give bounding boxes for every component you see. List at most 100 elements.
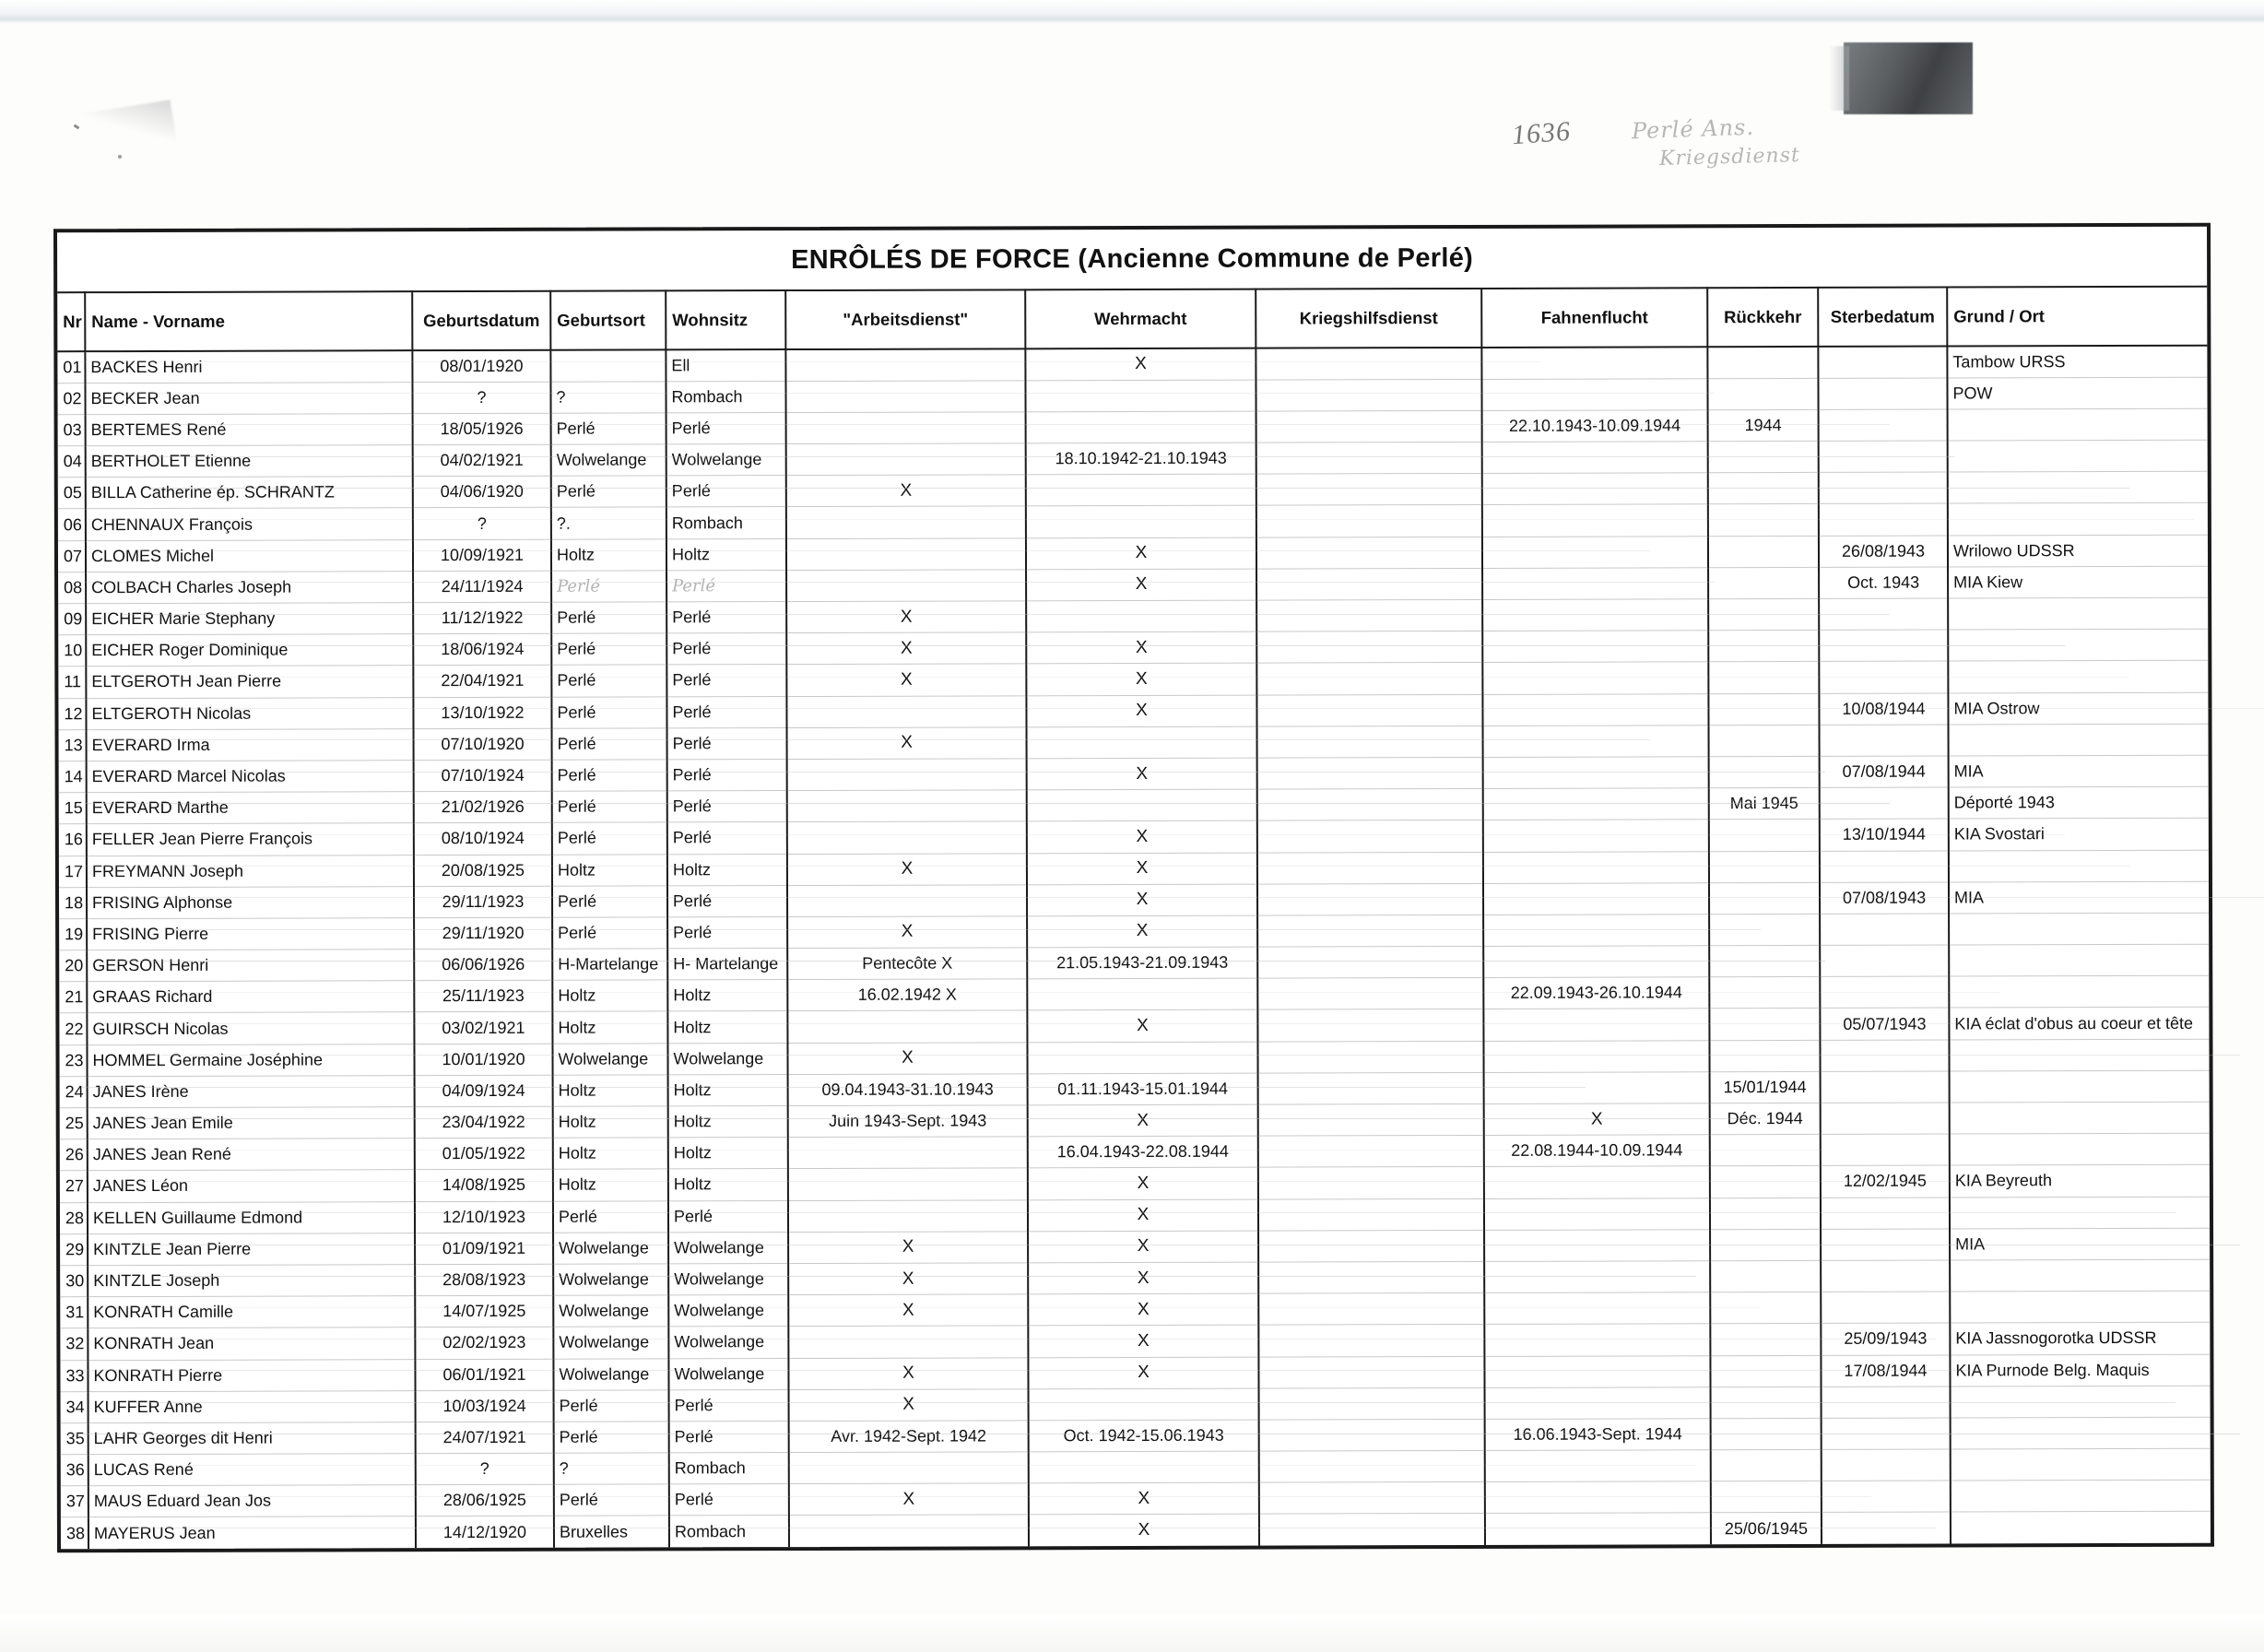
scan-bottom-shade-artifact [0,1615,2264,1652]
cell-wohnsitz: Perlé [666,885,788,917]
cell-wohnsitz: Holtz [667,979,788,1012]
check-mark-x-icon: X [902,1363,914,1383]
cell-kriegshilfsdienst [1256,347,1482,380]
cell-geburtsdatum: 29/11/1920 [414,917,553,950]
cell-wehrmacht: X [1026,820,1257,854]
cell-arbeitsdienst: X [788,1293,1029,1327]
cell-wohnsitz: Perlé [668,1389,789,1422]
cell-grund-ort [1950,1259,2211,1292]
cell-kriegshilfsdienst [1256,820,1483,853]
cell-sterbedatum [1818,346,1948,379]
cell-wehrmacht: X [1026,663,1257,696]
cell-grund-ort: POW [1947,376,2208,409]
cell-wohnsitz: Ell [666,349,786,382]
cell-rueckkehr [1708,598,1820,631]
cell-arbeitsdienst [785,506,1026,539]
cell-fahnenflucht [1484,1229,1711,1262]
cell-nr: 10 [58,634,87,667]
cell-geburtsort: Wolwelange [553,1327,669,1359]
cell-grund-ort [1947,408,2208,442]
cell-fahnenflucht [1482,725,1709,758]
cell-grund-ort: Déporté 1943 [1948,786,2209,820]
cell-fahnenflucht [1483,1040,1710,1073]
cell-sterbedatum [1821,1292,1951,1324]
cell-rueckkehr: Mai 1945 [1708,787,1820,820]
cell-sterbedatum [1818,441,1948,473]
cell-geburtsort: Holtz [552,1169,668,1201]
cell-nr: 12 [58,698,87,730]
cell-geburtsdatum: 28/08/1923 [415,1264,554,1296]
cell-wohnsitz: Wolwelange [667,1043,788,1075]
cell-nr: 37 [60,1485,88,1518]
cell-name: JANES Jean Emile [87,1106,415,1139]
cell-name: LAHR Georges dit Henri [88,1422,416,1455]
table-row: 38 MAYERUS Jean 14/12/1920 Bruxelles Rombach… [60,1512,2211,1550]
cell-sterbedatum [1819,630,1949,662]
register-body: 01 BACKES Henri 08/01/1920 Ell X Tambow URSS 0… [57,345,2211,1550]
cell-arbeitsdienst [787,1168,1028,1201]
cell-kriegshilfsdienst [1258,1481,1485,1515]
cell-geburtsdatum: 21/02/1926 [413,791,552,823]
cell-geburtsdatum: 04/09/1924 [414,1075,553,1107]
check-mark-x-icon: X [1136,921,1149,941]
cell-name: GRAAS Richard [87,980,415,1014]
cell-wohnsitz: Perlé [666,570,787,602]
cell-wohnsitz: Rombach [668,1515,789,1548]
cell-geburtsort: Holtz [552,1105,668,1139]
cell-grund-ort: MIA [1948,880,2210,914]
cell-name: ELTGEROTH Nicolas [86,697,414,730]
cell-wehrmacht [1026,726,1257,759]
check-mark-x-icon: X [1136,858,1149,879]
cell-arbeitsdienst: X [787,1042,1028,1075]
cell-nr: 08 [58,572,87,604]
check-mark-x-icon: X [1138,1363,1150,1383]
cell-rueckkehr [1709,1008,1821,1041]
cell-rueckkehr [1707,441,1819,474]
cell-wohnsitz: Wolwelange [668,1232,789,1264]
column-header-wohnsitz: Wohnsitz [666,290,786,350]
cell-geburtsdatum: 14/07/1925 [415,1295,554,1328]
cell-arbeitsdienst: 16.02.1942 X [787,979,1028,1011]
cell-rueckkehr [1710,1418,1822,1450]
cell-kriegshilfsdienst [1256,694,1483,726]
cell-wohnsitz: Perlé [666,759,787,792]
cell-rueckkehr [1708,756,1820,788]
cell-kriegshilfsdienst [1256,442,1482,475]
check-mark-x-icon: X [902,1237,914,1257]
cell-rueckkehr [1708,882,1821,914]
check-mark-x-icon: X [1135,574,1148,595]
cell-wohnsitz: Perlé [668,1421,789,1453]
cell-sterbedatum: 13/10/1944 [1819,819,1949,851]
cell-wehrmacht: X [1028,1293,1259,1327]
cell-grund-ort [1949,975,2210,1009]
cell-sterbedatum: 12/02/1945 [1820,1165,1950,1198]
cell-rueckkehr [1709,1040,1821,1072]
cell-wohnsitz: Holtz [666,538,787,571]
handwritten-note-line-1: Perlé Ans. [1631,113,1755,145]
cell-name: KINTZLE Jean Pierre [88,1233,416,1266]
cell-geburtsort: Perlé [552,1200,669,1233]
cell-arbeitsdienst [786,884,1028,917]
cell-fahnenflucht [1481,504,1708,537]
cell-name: FRISING Alphonse [86,886,415,919]
register-table: ENRÔLÉS DE FORCE (Ancienne Commune de Pe… [57,226,2211,1550]
cell-fahnenflucht [1484,1292,1711,1325]
cell-geburtsort: Wolwelange [553,1232,669,1265]
cell-geburtsort: Perlé [553,1421,669,1454]
check-mark-x-icon: X [1135,668,1148,689]
cell-grund-ort [1951,1512,2211,1544]
document-title-row: ENRÔLÉS DE FORCE (Ancienne Commune de Pe… [57,226,2208,293]
cell-grund-ort: MIA [1950,1227,2211,1260]
cell-kriegshilfsdienst [1258,1230,1485,1263]
cell-geburtsdatum: 29/11/1923 [413,885,553,918]
cell-wohnsitz: Holtz [667,1137,788,1170]
cell-wehrmacht: X [1027,1104,1258,1138]
cell-arbeitsdienst [786,569,1027,602]
cell-name: JANES Irène [87,1075,415,1108]
column-header-grund-ort: Grund / Ort [1947,286,2208,347]
column-header-rueckkehr: Rückkehr [1707,287,1819,348]
cell-rueckkehr [1707,472,1819,505]
cell-geburtsort [550,349,666,382]
cell-fahnenflucht [1482,820,1709,852]
cell-rueckkehr [1709,1197,1822,1230]
